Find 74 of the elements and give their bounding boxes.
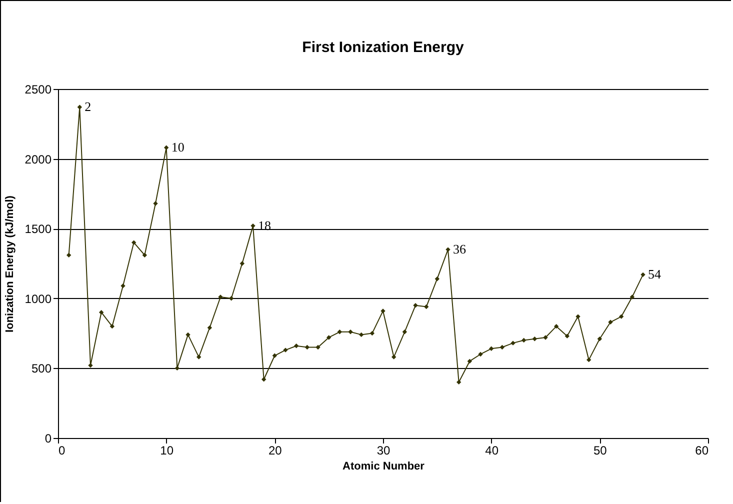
point — [380, 308, 386, 314]
x-tick-label: 10 — [160, 444, 174, 458]
annotation: 2 — [84, 99, 92, 114]
point — [597, 336, 602, 342]
point — [554, 324, 559, 329]
point — [500, 344, 505, 350]
x-tick-label: 60 — [695, 444, 709, 458]
y-tick-label: 2000 — [24, 152, 52, 166]
point — [402, 330, 408, 334]
point — [510, 340, 516, 346]
point — [446, 247, 450, 252]
x-tick-label: 30 — [376, 444, 390, 458]
annotation: 10 — [171, 140, 184, 155]
y-tick-label: 2500 — [24, 82, 52, 96]
y-tick-label: 500 — [31, 362, 52, 376]
point — [174, 366, 180, 371]
point — [326, 335, 332, 340]
point — [467, 358, 472, 364]
point — [186, 332, 190, 338]
point — [370, 330, 375, 336]
point — [358, 332, 364, 338]
point — [142, 252, 148, 258]
point — [164, 145, 169, 150]
point — [196, 354, 202, 360]
point — [586, 357, 592, 362]
point — [456, 380, 462, 385]
point — [250, 223, 256, 228]
point — [543, 335, 548, 340]
point — [521, 338, 526, 343]
point — [348, 330, 353, 334]
point — [153, 201, 158, 206]
point — [618, 314, 624, 319]
point — [478, 352, 483, 357]
point — [207, 325, 212, 330]
chart-title: First Ionization Energy — [302, 39, 464, 56]
point — [110, 324, 115, 329]
y-tick-label: 1000 — [24, 292, 52, 306]
point — [532, 336, 538, 342]
point — [424, 304, 429, 310]
point — [272, 353, 278, 358]
point — [98, 310, 104, 315]
point — [131, 240, 136, 245]
point — [576, 314, 580, 319]
point — [240, 261, 245, 266]
y-tick-label: 1500 — [24, 222, 52, 236]
point — [88, 363, 93, 368]
x-axis-title: Atomic Number — [342, 460, 426, 472]
point — [488, 346, 494, 351]
y-tick-label: 0 — [44, 432, 52, 446]
point — [261, 377, 266, 382]
y-axis-title: Ionization Energy (kJ/mol) — [4, 195, 16, 332]
point — [66, 252, 72, 258]
point — [283, 348, 288, 352]
point — [391, 354, 396, 360]
point — [564, 334, 570, 338]
point — [218, 294, 223, 300]
point — [316, 344, 320, 350]
point — [413, 303, 418, 308]
annotation: 54 — [648, 266, 662, 282]
point — [434, 276, 440, 282]
point — [304, 344, 310, 350]
x-tick-label: 40 — [485, 444, 499, 458]
annotation: 36 — [453, 242, 466, 257]
point — [630, 294, 635, 300]
x-tick-label: 50 — [593, 444, 608, 458]
point — [120, 283, 126, 288]
point — [337, 330, 342, 334]
point — [77, 104, 82, 110]
point — [294, 344, 299, 348]
point — [228, 296, 234, 301]
x-tick-label: 20 — [268, 444, 282, 458]
point — [608, 320, 613, 324]
x-tick-label: 0 — [58, 444, 66, 458]
point — [640, 272, 646, 278]
